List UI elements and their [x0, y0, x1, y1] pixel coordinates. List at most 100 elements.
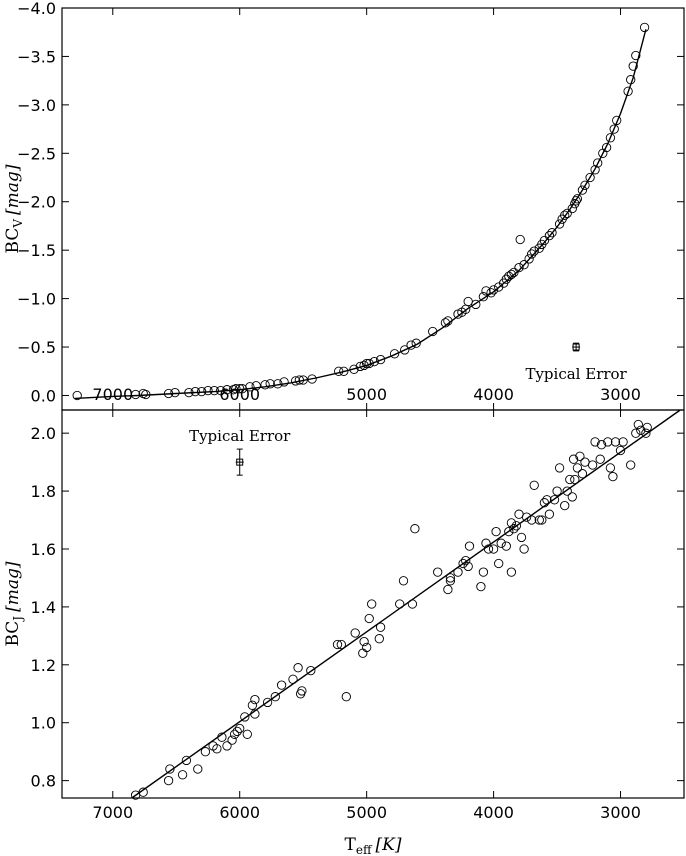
bc-v-ticks: 0.0 −0.5 −1.0 −1.5 −2.0 −2.5 −3.0 −3.5 −4.0 7000 6…: [17, 0, 684, 410]
bc-j-xtick-label: 3000: [600, 803, 641, 822]
bc-j-data-point: [358, 648, 368, 658]
bc-j-data-point: [605, 463, 616, 473]
bc-v-data-point: [481, 286, 491, 296]
bc-j-data-point: [445, 576, 456, 586]
bc-v-y-label-unit: [mag]: [3, 164, 23, 215]
bc-j-data-point: [367, 599, 377, 609]
bc-v-data-point: [628, 61, 638, 71]
bc-v-y-label-sub: V: [11, 219, 25, 229]
bc-j-data-point: [464, 541, 475, 551]
bc-v-data-point: [527, 249, 537, 259]
bc-j-data-point: [163, 775, 174, 786]
bc-j-error-square: [236, 458, 244, 466]
bc-j-data-marks: [130, 409, 681, 800]
bc-j-data-point: [341, 692, 351, 702]
bc-v-data-point: [265, 379, 275, 389]
bc-j-data-point: [200, 747, 211, 757]
bc-j-data-point: [580, 457, 590, 467]
bc-v-data-point: [623, 86, 633, 96]
bc-j-y-label-unit: [mag]: [3, 561, 23, 612]
bc-v-data-point: [585, 172, 595, 183]
bc-v-data-point: [580, 180, 590, 190]
bc-j-xtick-label: 5000: [346, 803, 387, 822]
bc-j-y-label-main: BC: [3, 621, 23, 647]
bc-j-data-point: [297, 686, 307, 696]
bc-j-data-point: [242, 729, 252, 739]
bc-j-ytick-label: 1.8: [31, 482, 56, 501]
bc-j-data-point: [410, 524, 420, 534]
bc-j-data-point: [575, 451, 585, 461]
bc-j-ytick-label: 1.6: [31, 540, 56, 559]
bc-v-data-point: [547, 228, 557, 238]
bc-j-fit-line: [131, 409, 681, 799]
bc-j-data-point: [636, 425, 646, 435]
bc-j-data-point: [496, 538, 506, 548]
bc-v-data-point: [593, 158, 603, 168]
bc-j-data-point: [596, 440, 607, 450]
bc-j-data-point: [552, 486, 562, 496]
bc-v-xtick-label: 4000: [473, 385, 514, 404]
bc-v-xtick-label: 6000: [219, 385, 260, 404]
bc-j-data-point: [270, 692, 280, 702]
bc-j-data-point: [572, 463, 583, 473]
bc-j-data-point: [247, 700, 258, 710]
bc-v-data-point: [639, 22, 650, 33]
bc-v-data-point: [612, 115, 622, 126]
bc-j-data-point: [181, 755, 192, 766]
bottom-panel-bc-j: 0.8 1.0 1.2 1.4 1.6 1.8 2.0 7000 6000 5000 4000 300…: [3, 409, 685, 856]
bc-v-ytick-label: −1.0: [17, 290, 56, 309]
bc-j-plot-frame: [61, 409, 685, 799]
bc-j-data-point: [501, 541, 511, 551]
bc-v-data-point: [488, 285, 499, 295]
bc-j-ticks: 0.8 1.0 1.2 1.4 1.6 1.8 2.0 7000 6000 5000 4000 300…: [31, 410, 684, 822]
bc-j-ytick-label: 1.2: [31, 656, 56, 675]
bc-v-data-point: [539, 235, 550, 246]
bc-j-data-point: [565, 474, 575, 485]
bc-j-data-point: [567, 492, 577, 502]
bc-v-ytick-label: −1.5: [17, 241, 56, 260]
bc-v-data-point: [572, 194, 583, 204]
bc-j-typical-error-marker: [235, 448, 244, 476]
bc-v-data-point: [501, 274, 511, 284]
bc-v-data-point: [130, 389, 141, 400]
bc-j-data-point: [165, 764, 175, 774]
bc-j-data-point: [642, 422, 652, 433]
bc-v-y-axis-label: BCV [mag]: [3, 164, 25, 253]
bc-v-xtick-label: 7000: [92, 385, 133, 404]
bc-j-data-point: [476, 581, 486, 592]
bc-v-fit-line: [74, 29, 647, 400]
bc-j-ytick-label: 1.0: [31, 714, 56, 733]
bc-v-data-point: [524, 254, 534, 264]
bc-j-ytick-label: 2.0: [31, 424, 56, 443]
bc-j-data-point: [610, 437, 621, 447]
bc-j-data-point: [595, 454, 605, 464]
bc-j-data-point: [590, 437, 600, 447]
bc-v-data-point: [72, 390, 82, 401]
bc-j-data-point: [359, 636, 369, 647]
bc-j-data-point: [554, 463, 565, 473]
bc-j-data-point: [235, 723, 245, 734]
bc-v-ytick-label: −0.5: [17, 338, 56, 357]
bc-v-ytick-label: −2.5: [17, 144, 56, 163]
bc-j-data-point: [544, 509, 555, 519]
bc-j-data-point: [222, 741, 232, 751]
bc-j-data-point: [529, 480, 539, 490]
bc-v-data-point: [471, 299, 481, 310]
bc-j-data-point: [577, 469, 588, 479]
bc-v-data-point: [375, 354, 386, 365]
bc-v-data-point: [544, 230, 555, 241]
bc-j-data-point: [332, 639, 343, 650]
bc-v-data-point: [519, 260, 529, 270]
bc-j-data-point: [443, 584, 453, 595]
bc-j-data-point: [293, 663, 303, 673]
teff-x-axis-label: Teff [K]: [345, 835, 402, 856]
bc-j-data-point: [488, 544, 499, 554]
bc-v-data-point: [486, 288, 496, 298]
bc-j-data-point: [375, 622, 386, 632]
bc-j-data-point: [631, 428, 641, 438]
bc-j-data-point: [229, 729, 240, 739]
bc-j-data-point: [240, 712, 250, 722]
bc-v-data-point: [203, 385, 213, 396]
bc-v-data-point: [411, 338, 421, 348]
